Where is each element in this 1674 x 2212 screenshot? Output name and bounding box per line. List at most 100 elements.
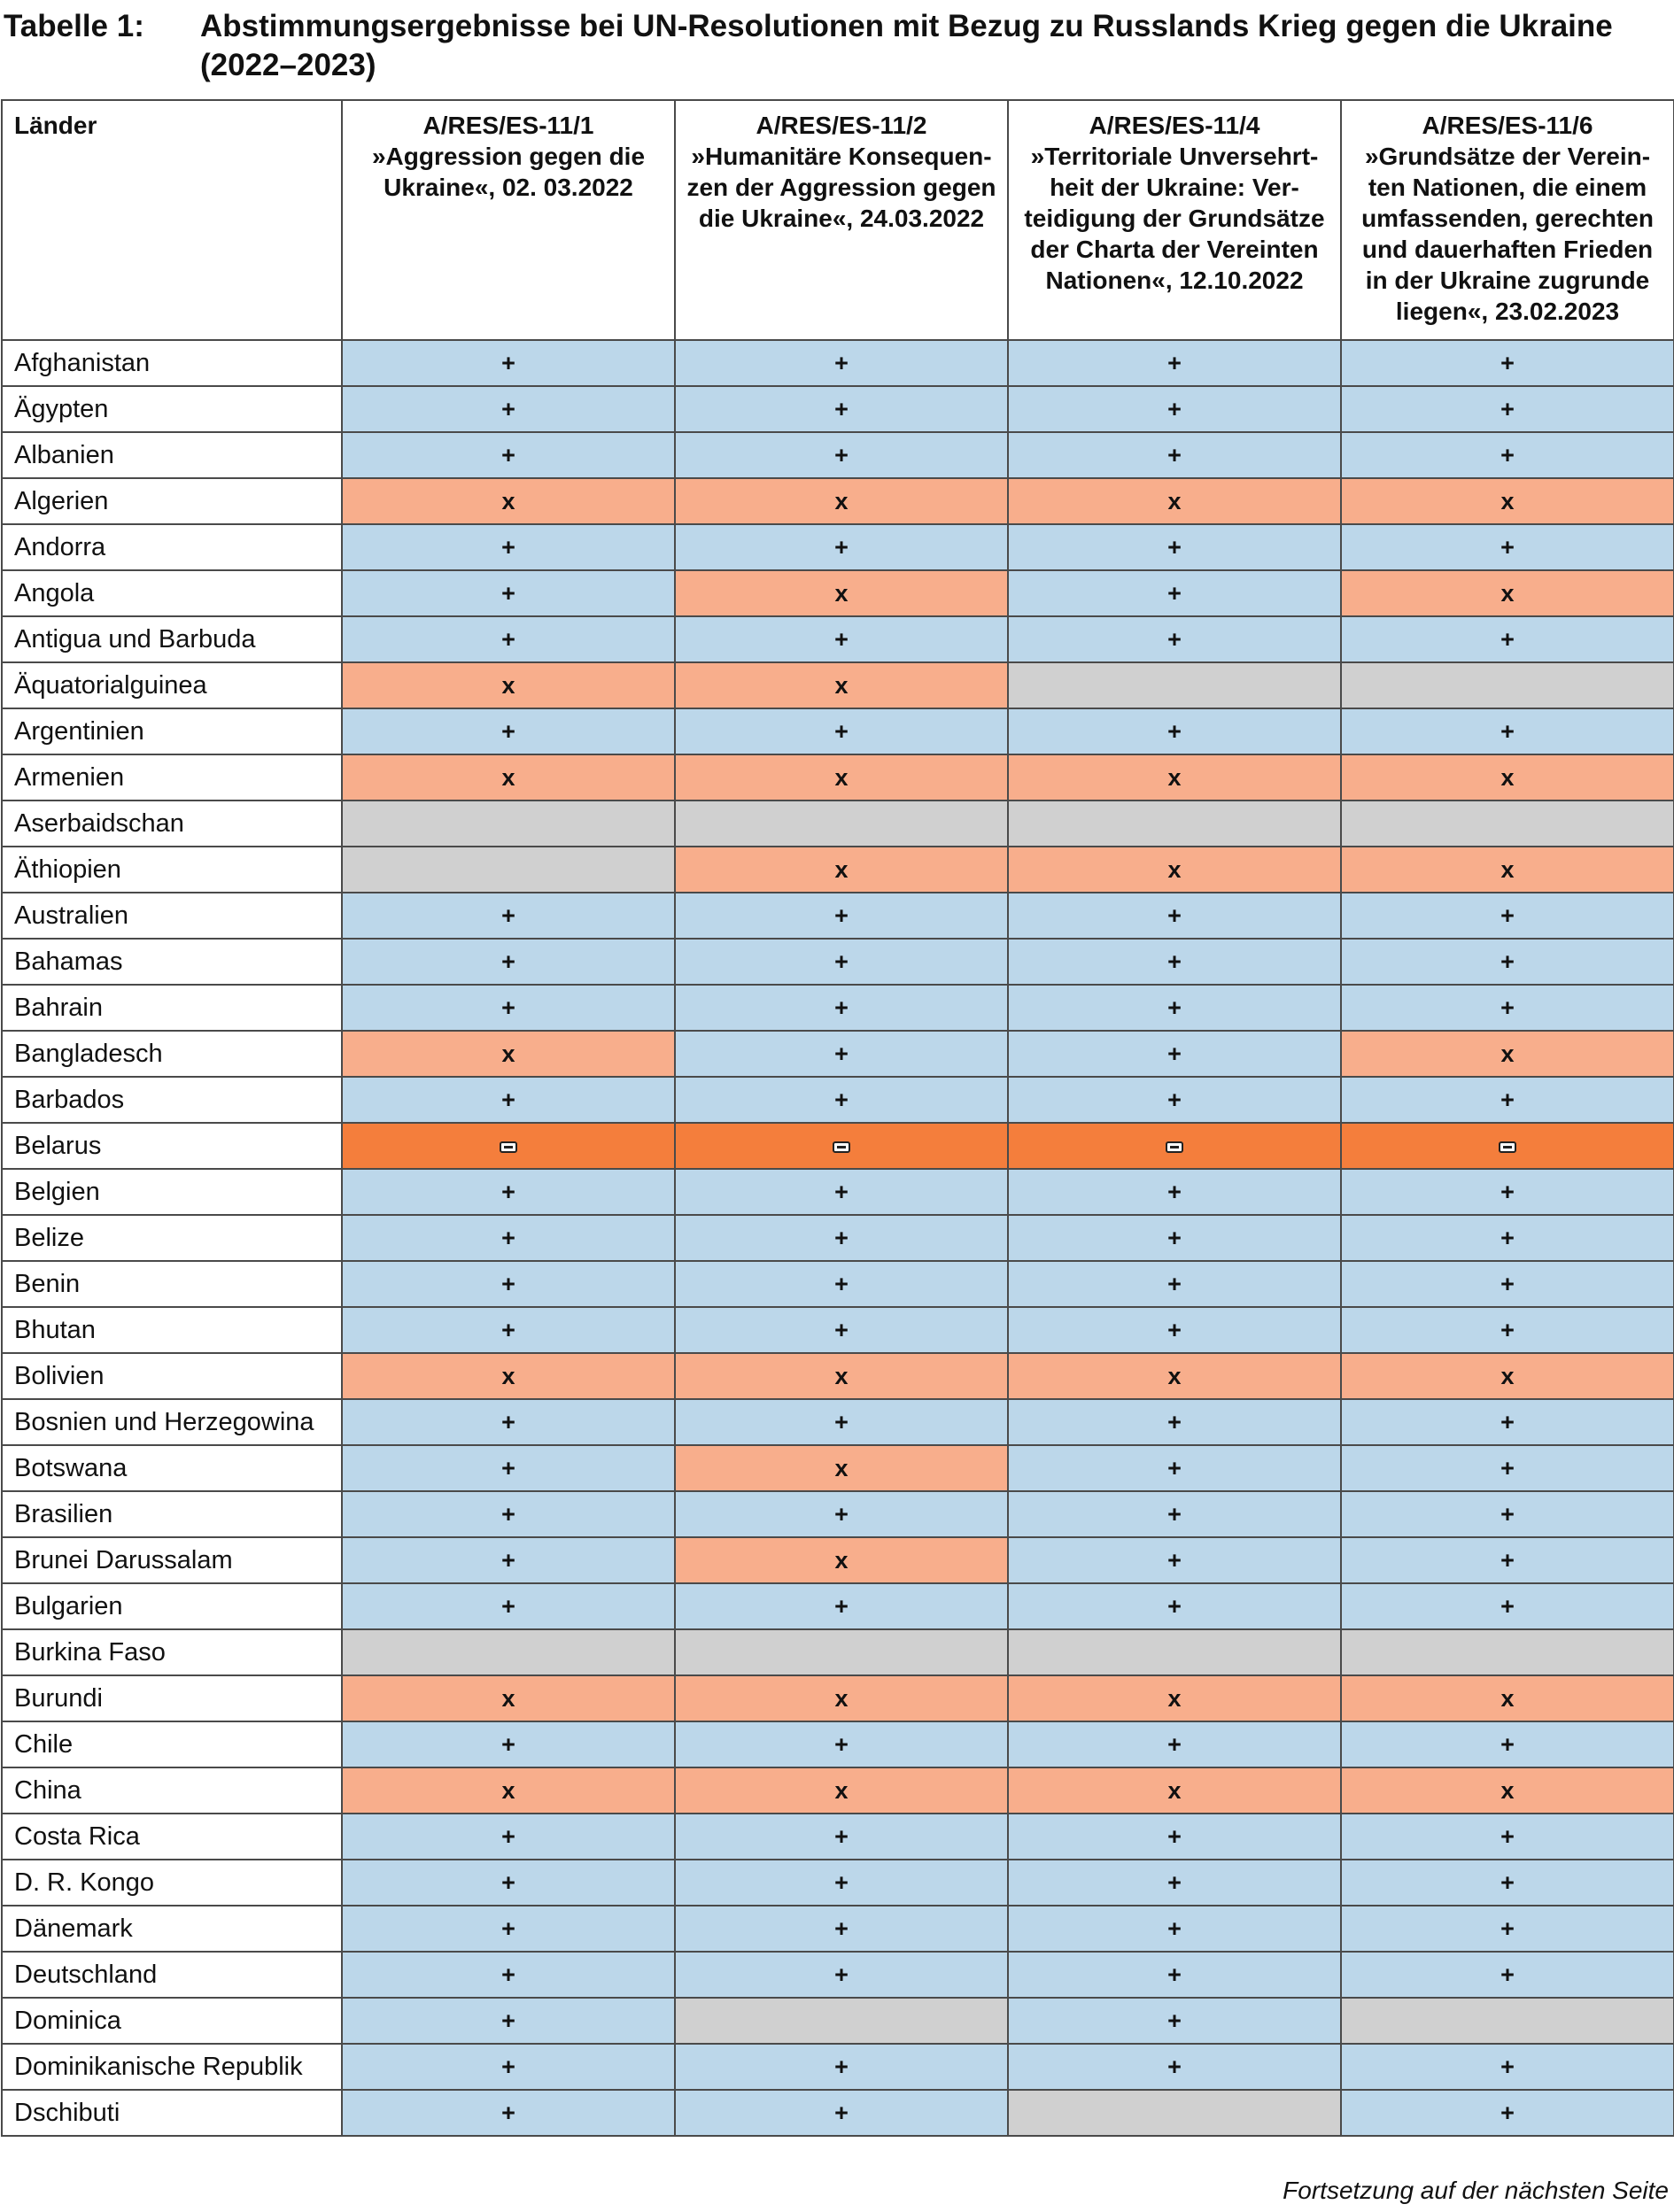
vote-yes-cell: +	[1007, 431, 1342, 479]
vote-yes-cell: +	[1340, 984, 1674, 1032]
country-cell: Bosnien und Herzegowina	[1, 1398, 343, 1446]
vote-yes-cell: +	[674, 2043, 1009, 2091]
vote-yes-cell: +	[674, 1859, 1009, 1906]
vote-yes-cell: +	[341, 1951, 676, 1999]
resolution-header: A/RES/ES-11/1 »Aggression gegen die Ukrain…	[341, 99, 676, 341]
country-cell: Bulgarien	[1, 1582, 343, 1630]
table-row: Albanien + + + +	[1, 431, 1674, 479]
vote-yes-cell: +	[341, 1490, 676, 1538]
vote-yes-cell: +	[341, 615, 676, 663]
country-cell: Belize	[1, 1214, 343, 1262]
vote-yes-cell: +	[1007, 1444, 1342, 1492]
vote-abstain-cell: x	[1340, 846, 1674, 893]
resolution-header-line: die Ukraine«, 24.03.2022	[698, 205, 985, 232]
vote-yes-cell: +	[674, 1398, 1009, 1446]
vote-abstain-cell: x	[341, 661, 676, 709]
vote-yes-cell: +	[1340, 1076, 1674, 1124]
vote-yes-cell: +	[674, 1214, 1009, 1262]
table-row: Barbados + + + +	[1, 1076, 1674, 1124]
vote-abstain-cell: x	[1340, 1767, 1674, 1814]
table-caption: Tabelle 1: Abstimmungsergebnisse bei UN-…	[4, 7, 1669, 85]
vote-abstain-cell: x	[674, 1767, 1009, 1814]
vote-yes-cell: +	[1007, 1582, 1342, 1630]
country-cell: Belgien	[1, 1168, 343, 1216]
country-cell: Angola	[1, 569, 343, 617]
vote-yes-cell: +	[1340, 1721, 1674, 1768]
vote-absent-cell	[674, 1628, 1009, 1676]
vote-yes-cell: +	[341, 1582, 676, 1630]
resolution-header-line: teidigung der Grundsätze	[1024, 205, 1325, 232]
vote-yes-cell: +	[341, 938, 676, 986]
country-cell: Bhutan	[1, 1306, 343, 1354]
table-row: Antigua und Barbuda + + + +	[1, 615, 1674, 663]
table-row: Costa Rica + + + +	[1, 1813, 1674, 1860]
vote-yes-cell: +	[1007, 1030, 1342, 1078]
vote-abstain-cell: x	[674, 1674, 1009, 1722]
vote-yes-cell: +	[1007, 2043, 1342, 2091]
vote-yes-cell: +	[1007, 1168, 1342, 1216]
table-row: China x x x x	[1, 1767, 1674, 1814]
table-row: Burundi x x x x	[1, 1674, 1674, 1722]
vote-yes-cell: +	[1007, 1813, 1342, 1860]
country-cell: Deutschland	[1, 1951, 343, 1999]
vote-yes-cell: +	[674, 615, 1009, 663]
vote-yes-cell: +	[1340, 385, 1674, 433]
vote-yes-cell: +	[1340, 1444, 1674, 1492]
vote-abstain-cell: x	[674, 1352, 1009, 1400]
table-row: Australien + + + +	[1, 892, 1674, 940]
vote-no-cell	[1340, 1122, 1674, 1170]
country-cell: Algerien	[1, 477, 343, 525]
vote-abstain-cell: x	[1340, 569, 1674, 617]
vote-absent-cell	[1007, 661, 1342, 709]
minus-icon	[1166, 1141, 1183, 1153]
vote-yes-cell: +	[341, 1859, 676, 1906]
vote-yes-cell: +	[1007, 569, 1342, 617]
table-row: Bhutan + + + +	[1, 1306, 1674, 1354]
vote-yes-cell: +	[341, 1813, 676, 1860]
vote-yes-cell: +	[1340, 892, 1674, 940]
vote-yes-cell: +	[674, 2089, 1009, 2137]
vote-abstain-cell: x	[674, 1444, 1009, 1492]
vote-yes-cell: +	[1340, 1582, 1674, 1630]
vote-yes-cell: +	[1007, 708, 1342, 755]
vote-yes-cell: +	[341, 1721, 676, 1768]
table-row: Chile + + + +	[1, 1721, 1674, 1768]
vote-absent-cell	[341, 800, 676, 847]
vote-abstain-cell: x	[674, 1536, 1009, 1584]
vote-yes-cell: +	[341, 1398, 676, 1446]
vote-yes-cell: +	[341, 892, 676, 940]
vote-yes-cell: +	[1007, 615, 1342, 663]
country-cell: Brunei Darussalam	[1, 1536, 343, 1584]
vote-yes-cell: +	[1007, 1997, 1342, 2045]
minus-icon	[1499, 1141, 1516, 1153]
vote-abstain-cell: x	[674, 569, 1009, 617]
resolution-header-line: Nationen«, 12.10.2022	[1045, 267, 1304, 294]
table-row: Benin + + + +	[1, 1260, 1674, 1308]
vote-yes-cell: +	[341, 1214, 676, 1262]
vote-yes-cell: +	[341, 2043, 676, 2091]
resolution-header-line: ten Nationen, die einem	[1368, 174, 1647, 201]
resolution-header-line: der Charta der Vereinten	[1030, 236, 1319, 263]
vote-yes-cell: +	[674, 1813, 1009, 1860]
vote-absent-cell	[1340, 800, 1674, 847]
vote-yes-cell: +	[674, 984, 1009, 1032]
country-cell: Dänemark	[1, 1905, 343, 1953]
vote-yes-cell: +	[1007, 1951, 1342, 1999]
vote-yes-cell: +	[1007, 1260, 1342, 1308]
vote-abstain-cell: x	[341, 1030, 676, 1078]
table-row: Dschibuti + + +	[1, 2089, 1674, 2137]
table-row: Belarus	[1, 1122, 1674, 1170]
vote-yes-cell: +	[674, 1905, 1009, 1953]
table-row: Ägypten + + + +	[1, 385, 1674, 433]
vote-yes-cell: +	[1007, 1214, 1342, 1262]
vote-absent-cell	[1007, 2089, 1342, 2137]
table-row: Dänemark + + + +	[1, 1905, 1674, 1953]
resolution-header-line: und dauerhaften Frieden	[1361, 236, 1654, 263]
vote-yes-cell: +	[341, 1306, 676, 1354]
country-cell: Äthiopien	[1, 846, 343, 893]
vote-yes-cell: +	[341, 708, 676, 755]
country-cell: Benin	[1, 1260, 343, 1308]
vote-yes-cell: +	[674, 1260, 1009, 1308]
country-cell: Dominica	[1, 1997, 343, 2045]
country-cell: Bangladesch	[1, 1030, 343, 1078]
